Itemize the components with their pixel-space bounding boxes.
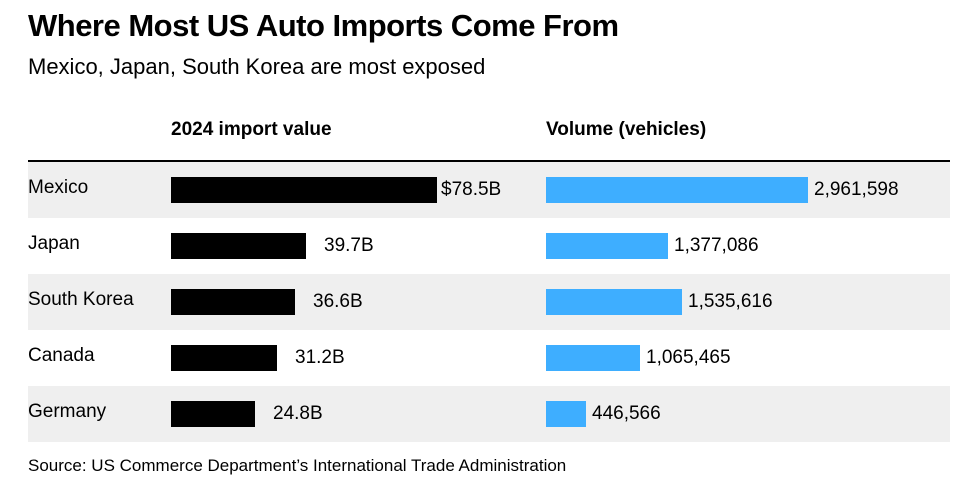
import-value-label: 36.6B — [313, 291, 363, 312]
column-header-volume: Volume (vehicles) — [546, 119, 707, 140]
volume-bar — [546, 401, 586, 427]
chart-row-south-korea: South Korea 36.6B 1,535,616 — [28, 274, 950, 330]
volume-bar — [546, 177, 808, 203]
volume-bar — [546, 289, 682, 315]
import-value-label: $78.5B — [441, 179, 502, 200]
chart-row-canada: Canada 31.2B 1,065,465 — [28, 330, 950, 386]
import-value-bar — [171, 177, 437, 203]
volume-label: 1,377,086 — [674, 235, 759, 256]
category-label: Canada — [28, 345, 95, 366]
volume-label: 446,566 — [592, 403, 661, 424]
volume-label: 1,535,616 — [688, 291, 773, 312]
chart-title: Where Most US Auto Imports Come From — [28, 8, 619, 43]
import-value-bar — [171, 345, 277, 371]
volume-bar — [546, 233, 668, 259]
volume-bar — [546, 345, 640, 371]
volume-label: 2,961,598 — [814, 179, 899, 200]
category-label: Japan — [28, 233, 80, 254]
category-label: Germany — [28, 401, 107, 422]
import-value-label: 31.2B — [295, 347, 345, 368]
category-label: South Korea — [28, 289, 134, 310]
chart-rows: Mexico $78.5B 2,961,598 Japan 39.7B 1,377,086… — [28, 162, 950, 442]
import-value-label: 24.8B — [273, 403, 323, 424]
import-value-bar — [171, 401, 255, 427]
import-value-bar — [171, 289, 295, 315]
chart-row-mexico: Mexico $78.5B 2,961,598 — [28, 162, 950, 218]
header-rule — [28, 160, 950, 162]
category-label: Mexico — [28, 177, 89, 198]
chart-subtitle: Mexico, Japan, South Korea are most expo… — [28, 54, 486, 79]
import-value-label: 39.7B — [324, 235, 374, 256]
source-note: Source: US Commerce Department’s Interna… — [28, 456, 567, 475]
chart-row-japan: Japan 39.7B 1,377,086 — [28, 218, 950, 274]
volume-label: 1,065,465 — [646, 347, 731, 368]
column-header-import-value: 2024 import value — [171, 119, 332, 140]
chart-row-germany: Germany 24.8B 446,566 — [28, 386, 950, 442]
import-value-bar — [171, 233, 306, 259]
